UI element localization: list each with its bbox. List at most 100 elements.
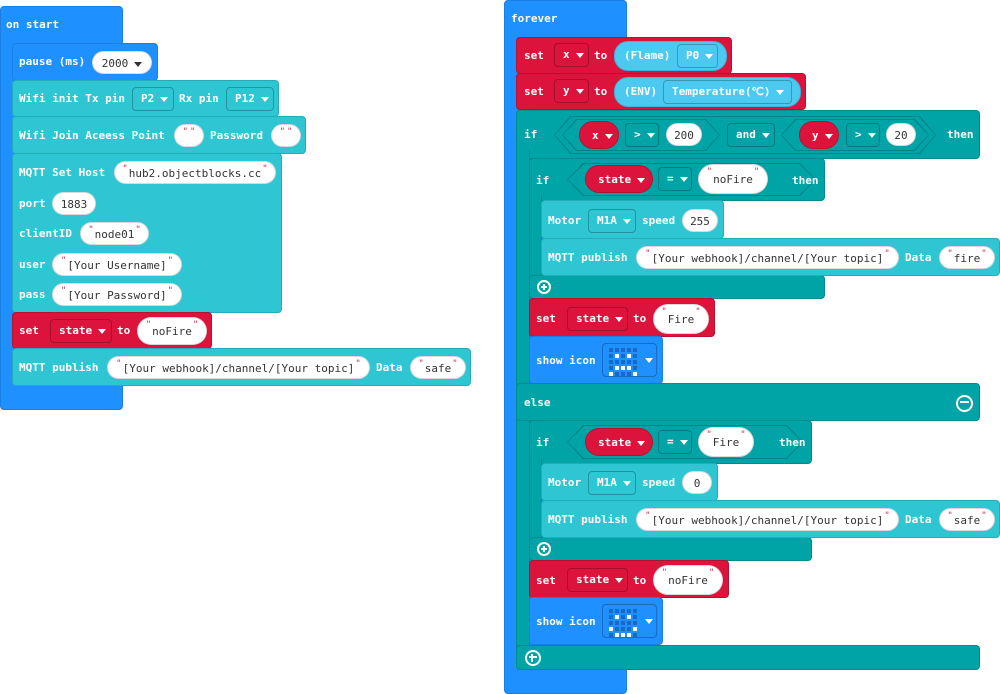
reading-dropdown[interactable]: Temperature(℃)	[663, 80, 792, 104]
pause-block[interactable]: pause (ms) 2000	[12, 43, 158, 81]
mqtt-publish-block[interactable]: MQTT publish [Your webhook]/channel/[You…	[541, 238, 1000, 276]
then-label: then	[779, 436, 806, 449]
add-else-if-icon[interactable]	[525, 650, 541, 666]
variable-dropdown[interactable]: x	[554, 43, 589, 67]
motor-dropdown[interactable]: M1A	[588, 471, 636, 495]
operator-dropdown[interactable]: >	[846, 123, 880, 147]
dropdown-arrow-icon	[160, 96, 169, 102]
topic-input[interactable]: [Your webhook]/channel/[Your topic]	[107, 356, 370, 379]
add-else-icon[interactable]	[537, 542, 551, 556]
rx-pin-label: Rx pin	[179, 92, 219, 105]
port-input[interactable]: 1883	[52, 192, 96, 215]
env-sensor-block[interactable]: (ENV) Temperature(℃)	[614, 77, 801, 107]
and-dropdown[interactable]: and	[727, 123, 775, 147]
motor-value: M1A	[597, 214, 617, 227]
state-value-input[interactable]: noFire	[653, 565, 723, 595]
show-icon-block[interactable]: show icon	[529, 597, 663, 645]
host-input[interactable]: hub2.objectblocks.cc	[114, 161, 276, 184]
led-off	[609, 633, 613, 637]
set-state-block[interactable]: set state to Fire	[529, 298, 715, 337]
password-input[interactable]	[271, 124, 301, 147]
motor-block[interactable]: Motor M1A speed 0	[541, 463, 718, 501]
if-label: if	[536, 436, 550, 449]
dropdown-arrow-icon	[615, 577, 624, 583]
mqtt-publish-block[interactable]: MQTT publish [Your webhook]/channel/[You…	[12, 348, 471, 386]
wifi-join-block[interactable]: Wifi Join Aceess Point Password	[12, 116, 306, 154]
rx-pin-dropdown[interactable]: P12	[226, 87, 274, 111]
tx-pin-dropdown[interactable]: P2	[132, 87, 174, 111]
to-label: to	[633, 574, 647, 587]
pass-input[interactable]: [Your Password]	[52, 283, 182, 306]
pin-dropdown[interactable]: P0	[677, 44, 718, 68]
compare-value-input[interactable]: noFire	[698, 164, 768, 194]
led-off	[621, 615, 625, 619]
if-label: if	[536, 174, 550, 187]
set-state-block[interactable]: set state to noFire	[12, 312, 212, 349]
pause-value-dropdown[interactable]: 2000	[92, 51, 152, 74]
x-threshold-input[interactable]: 200	[666, 123, 702, 146]
operator-dropdown[interactable]: =	[658, 430, 692, 454]
to-label: to	[594, 49, 608, 62]
add-else-icon[interactable]	[537, 280, 551, 294]
sensor-label: (Flame)	[624, 49, 671, 62]
remove-else-icon[interactable]	[956, 395, 973, 412]
data-input[interactable]: safe	[410, 356, 466, 379]
compare-value-input[interactable]: Fire	[698, 427, 754, 457]
operator-dropdown[interactable]: =	[658, 167, 692, 191]
set-x-block[interactable]: set x to (Flame) P0	[516, 37, 732, 74]
state-value-input[interactable]: Fire	[653, 304, 709, 334]
inner-if-block[interactable]: if state = noFire then	[529, 158, 825, 201]
variable-dropdown[interactable]: state	[567, 568, 628, 592]
motor-dropdown[interactable]: M1A	[588, 209, 636, 233]
led-off	[609, 354, 613, 358]
mqtt-host-block[interactable]: MQTT Set Host hub2.objectblocks.cc port …	[12, 153, 282, 313]
flame-sensor-block[interactable]: (Flame) P0	[614, 41, 727, 71]
data-label: Data	[376, 361, 403, 374]
led-off	[621, 372, 625, 376]
inner-if-footer	[529, 275, 825, 299]
topic-input[interactable]: [Your webhook]/channel/[Your topic]	[636, 508, 899, 531]
variable-dropdown[interactable]: y	[554, 79, 589, 103]
speed-input[interactable]: 0	[682, 471, 712, 494]
y-threshold-input[interactable]: 20	[886, 123, 916, 146]
wifi-init-block[interactable]: Wifi init Tx pin P2 Rx pin P12	[12, 80, 279, 117]
client-id-input[interactable]: node01	[80, 222, 149, 245]
dropdown-arrow-icon	[604, 133, 613, 139]
user-input[interactable]: [Your Username]	[52, 253, 182, 276]
led-off	[627, 627, 631, 631]
led-on	[609, 372, 613, 376]
dropdown-arrow-icon	[645, 358, 653, 363]
y-variable[interactable]: y	[799, 121, 839, 149]
variable-name: state	[598, 436, 632, 449]
operator-dropdown[interactable]: >	[625, 123, 659, 147]
set-y-block[interactable]: set y to (ENV) Temperature(℃)	[516, 73, 806, 110]
led-off	[609, 615, 613, 619]
pause-label: pause (ms)	[19, 55, 86, 68]
show-icon-block[interactable]: show icon	[529, 336, 663, 384]
icon-dropdown[interactable]	[602, 604, 657, 638]
data-input[interactable]: safe	[939, 508, 995, 531]
variable-name: x	[563, 48, 570, 61]
x-variable[interactable]: x	[579, 121, 619, 149]
motor-block[interactable]: Motor M1A speed 255	[541, 200, 724, 239]
led-off	[633, 609, 637, 613]
variable-dropdown[interactable]: state	[567, 307, 628, 331]
data-value: fire	[953, 252, 981, 265]
variable-dropdown[interactable]: state	[50, 319, 112, 343]
state-variable[interactable]: state	[585, 165, 653, 193]
inner-if-block[interactable]: if state = Fire then	[529, 420, 812, 464]
state-variable[interactable]: state	[585, 428, 653, 456]
set-state-block[interactable]: set state to noFire	[529, 560, 729, 598]
dropdown-arrow-icon	[867, 132, 876, 138]
if-else-block[interactable]: if x > 200 and y > 20 then	[516, 110, 980, 159]
icon-dropdown[interactable]	[602, 343, 657, 377]
state-value-input[interactable]: noFire	[137, 317, 207, 345]
user-value: [Your Username]	[67, 259, 167, 272]
led-off	[633, 633, 637, 637]
topic-input[interactable]: [Your webhook]/channel/[Your topic]	[636, 246, 899, 269]
data-input[interactable]: fire	[939, 246, 995, 269]
speed-input[interactable]: 255	[682, 209, 718, 232]
mqtt-publish-block[interactable]: MQTT publish [Your webhook]/channel/[You…	[541, 500, 1000, 538]
ssid-input[interactable]	[174, 124, 204, 147]
threshold-value: 20	[894, 129, 908, 142]
